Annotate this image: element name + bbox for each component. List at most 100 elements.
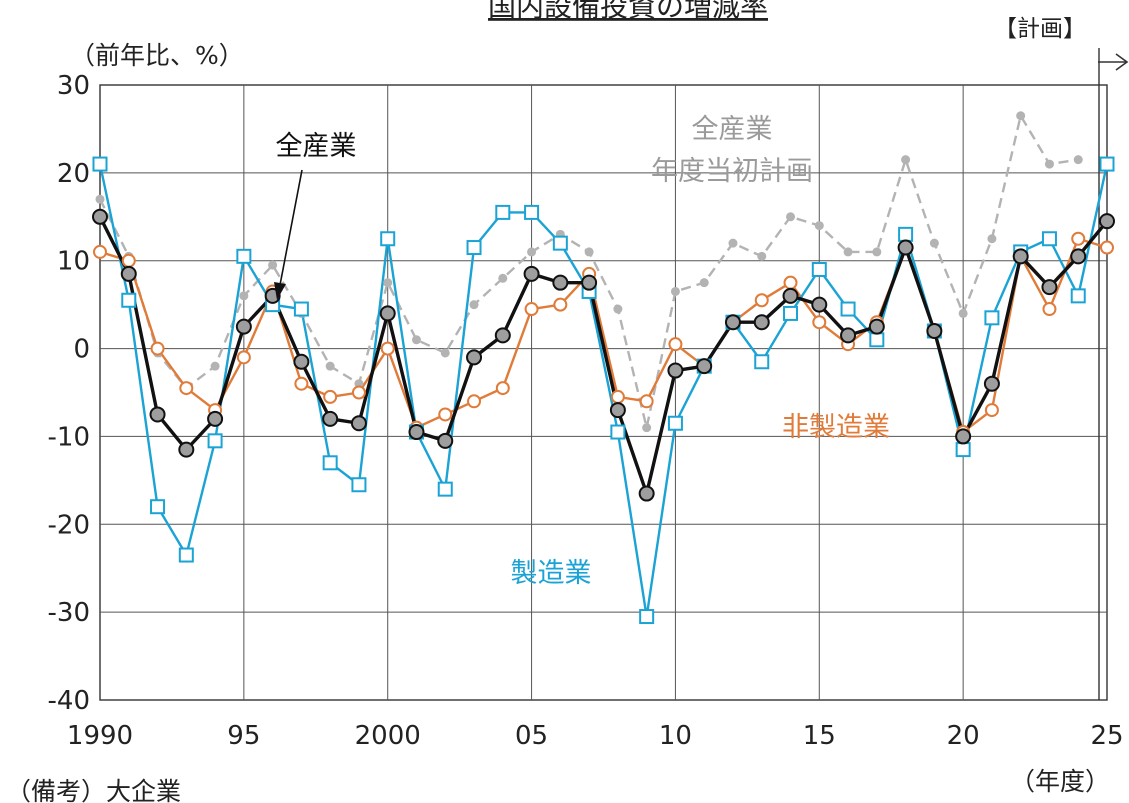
data-point-all-industries — [724, 314, 741, 331]
data-point-non-manufacturing — [754, 293, 769, 308]
series-label-manufacturing: 製造業 — [511, 558, 592, 589]
data-point-non-manufacturing — [495, 381, 510, 396]
x-tick-label: 10 — [659, 721, 692, 751]
data-point-manufacturing — [1041, 231, 1057, 247]
data-point-manufacturing — [898, 226, 914, 242]
data-point-plan — [469, 300, 479, 310]
data-point-plan — [958, 308, 968, 318]
series-layer — [98, 114, 1109, 618]
plan-arrow — [1098, 53, 1129, 71]
marker-layer — [92, 111, 1115, 625]
data-point-all-industries — [235, 318, 252, 335]
data-point-all-industries — [523, 265, 540, 282]
y-tick-label: -30 — [48, 598, 90, 628]
data-point-plan — [1044, 159, 1054, 169]
data-point-all-industries — [667, 362, 684, 379]
data-point-manufacturing — [236, 248, 252, 264]
data-point-plan — [843, 247, 853, 257]
data-point-plan — [929, 238, 939, 248]
x-tick-label: 25 — [1090, 721, 1123, 751]
data-point-non-manufacturing — [1071, 231, 1086, 246]
data-point-non-manufacturing — [668, 337, 683, 352]
data-point-manufacturing — [955, 442, 971, 458]
data-point-all-industries — [811, 296, 828, 313]
data-point-non-manufacturing — [812, 315, 827, 330]
data-point-all-industries — [1012, 248, 1029, 265]
label-arrow-line — [279, 169, 303, 286]
data-point-manufacturing — [1099, 156, 1115, 172]
data-point-plan — [210, 361, 220, 371]
data-point-plan — [325, 361, 335, 371]
x-tick-label: 20 — [947, 721, 980, 751]
data-point-non-manufacturing — [121, 253, 136, 268]
series-label-plan-line1: 全産業 — [692, 114, 773, 145]
y-tick-label: -20 — [48, 510, 90, 540]
data-point-non-manufacturing — [1042, 302, 1057, 317]
data-point-all-industries — [753, 314, 770, 331]
data-point-manufacturing — [639, 609, 655, 625]
data-point-all-industries — [207, 410, 224, 427]
data-point-plan — [498, 273, 508, 283]
x-tick-label: 05 — [515, 721, 548, 751]
x-tick-label: 15 — [803, 721, 836, 751]
label-arrow-head — [274, 282, 286, 300]
data-point-manufacturing — [869, 332, 885, 348]
data-point-manufacturing — [552, 235, 568, 251]
label-all-industries: 全産業 — [274, 131, 357, 300]
series-line-manufacturing — [98, 163, 1109, 618]
x-tick-label: 2000 — [355, 721, 421, 751]
data-point-all-industries — [926, 323, 943, 339]
data-point-manufacturing — [840, 301, 856, 317]
data-point-manufacturing — [437, 481, 453, 497]
data-point-all-industries — [322, 410, 339, 427]
data-point-manufacturing — [811, 262, 827, 277]
data-point-manufacturing — [178, 547, 194, 563]
data-point-plan — [383, 278, 393, 288]
data-point-manufacturing — [380, 231, 396, 247]
y-tick-label: 20 — [57, 159, 90, 189]
data-point-all-industries — [581, 274, 598, 291]
data-point-non-manufacturing — [783, 275, 798, 290]
data-point-non-manufacturing — [351, 385, 366, 400]
data-point-all-industries — [1099, 213, 1115, 230]
data-point-non-manufacturing — [236, 350, 251, 365]
data-point-plan — [901, 155, 911, 165]
data-point-all-industries — [696, 358, 713, 375]
data-point-plan — [757, 251, 767, 261]
data-point-plan — [411, 335, 421, 345]
data-point-manufacturing — [322, 455, 338, 471]
series-label-all-industries: 全産業 — [276, 131, 357, 162]
data-point-non-manufacturing — [1100, 240, 1114, 255]
data-point-non-manufacturing — [467, 394, 482, 409]
data-point-plan — [872, 247, 882, 257]
data-point-all-industries — [868, 318, 885, 335]
data-point-manufacturing — [984, 310, 1000, 326]
data-point-plan — [268, 260, 278, 270]
data-point-non-manufacturing — [93, 244, 107, 259]
data-point-all-industries — [955, 428, 972, 445]
data-point-plan — [642, 423, 652, 433]
data-point-plan — [1016, 111, 1026, 121]
data-point-all-industries — [1070, 248, 1087, 265]
data-point-manufacturing — [754, 354, 770, 370]
data-point-all-industries — [983, 375, 1000, 392]
data-point-manufacturing — [667, 415, 683, 431]
data-point-all-industries — [120, 265, 137, 282]
x-axis-label: （年度） — [1010, 767, 1110, 796]
data-point-plan — [613, 304, 623, 314]
data-point-manufacturing — [610, 424, 626, 440]
data-point-all-industries — [466, 349, 483, 366]
y-tick-label: 10 — [57, 247, 90, 277]
data-point-plan — [786, 212, 796, 222]
data-point-all-industries — [293, 353, 310, 370]
data-point-manufacturing — [524, 204, 540, 220]
x-tick-label: 95 — [227, 721, 260, 751]
data-point-all-industries — [840, 327, 857, 344]
data-point-non-manufacturing — [553, 297, 568, 312]
data-point-all-industries — [92, 208, 108, 225]
data-point-non-manufacturing — [984, 403, 999, 418]
grid-layer: 30 20 10 0 -10 -20 -30 -40 1990 95 2000 05 10 15 20 25 — [48, 48, 1124, 751]
y-axis-label: （前年比、%） — [70, 41, 244, 70]
y-tick-label: 0 — [73, 335, 90, 365]
